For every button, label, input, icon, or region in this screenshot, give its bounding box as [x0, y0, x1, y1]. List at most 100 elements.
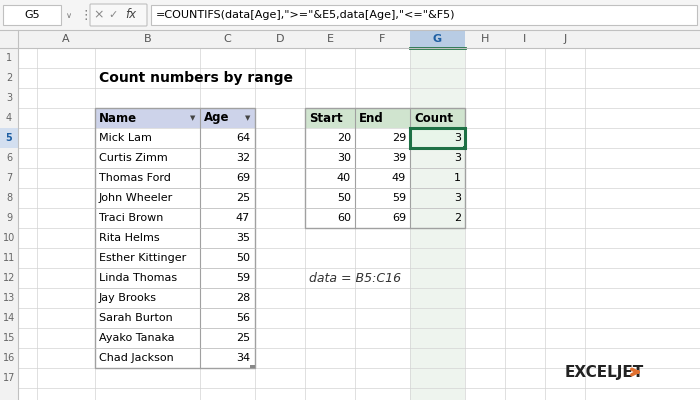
Text: ▼: ▼: [245, 115, 251, 121]
Text: 40: 40: [337, 173, 351, 183]
Text: 69: 69: [392, 213, 406, 223]
Text: Mick Lam: Mick Lam: [99, 133, 152, 143]
Bar: [410, 108, 465, 128]
Text: 30: 30: [337, 153, 351, 163]
Text: ×: ×: [94, 8, 104, 22]
Text: 59: 59: [392, 193, 406, 203]
Text: Start: Start: [309, 112, 342, 124]
Text: 3: 3: [454, 193, 461, 203]
Text: 1: 1: [454, 173, 461, 183]
Text: =COUNTIFS(data[Age],">="&E5,data[Age],"<="&F5): =COUNTIFS(data[Age],">="&E5,data[Age],"<…: [156, 10, 456, 20]
Bar: [305, 108, 465, 228]
Text: 50: 50: [236, 253, 250, 263]
Text: ✓: ✓: [108, 10, 118, 20]
Text: End: End: [359, 112, 384, 124]
Text: 4: 4: [6, 113, 12, 123]
Text: 60: 60: [337, 213, 351, 223]
Bar: [355, 108, 410, 128]
Text: 29: 29: [392, 133, 406, 143]
Text: 49: 49: [392, 173, 406, 183]
Bar: [410, 128, 465, 148]
Text: Count: Count: [414, 112, 453, 124]
Text: Rita Helms: Rita Helms: [99, 233, 160, 243]
Text: Linda Thomas: Linda Thomas: [99, 273, 177, 283]
Text: F: F: [379, 34, 386, 44]
Bar: [410, 30, 465, 48]
Text: 7: 7: [6, 173, 12, 183]
Bar: [95, 108, 255, 368]
Text: ▼: ▼: [190, 115, 196, 121]
Text: 59: 59: [236, 273, 250, 283]
Text: Esther Kittinger: Esther Kittinger: [99, 253, 186, 263]
Text: 14: 14: [3, 313, 15, 323]
Text: 2: 2: [454, 213, 461, 223]
Bar: [305, 108, 355, 128]
Text: 56: 56: [236, 313, 250, 323]
Text: Sarah Burton: Sarah Burton: [99, 313, 173, 323]
Text: 6: 6: [6, 153, 12, 163]
Text: I: I: [524, 34, 526, 44]
Text: 10: 10: [3, 233, 15, 243]
Bar: [0, 30, 18, 400]
Text: 69: 69: [236, 173, 250, 183]
Bar: [0, 128, 18, 148]
Text: B: B: [144, 34, 151, 44]
Bar: [410, 48, 465, 400]
Text: 3: 3: [454, 133, 461, 143]
Text: ⋮: ⋮: [79, 8, 92, 22]
Text: 9: 9: [6, 213, 12, 223]
Text: 25: 25: [236, 193, 250, 203]
Bar: [250, 365, 255, 368]
Text: EXCELJET: EXCELJET: [565, 364, 644, 380]
Text: 2: 2: [6, 73, 12, 83]
Text: G5: G5: [25, 10, 40, 20]
Text: 50: 50: [337, 193, 351, 203]
Text: 11: 11: [3, 253, 15, 263]
Text: ∨: ∨: [66, 10, 72, 20]
Text: Curtis Zimm: Curtis Zimm: [99, 153, 168, 163]
Text: 17: 17: [3, 373, 15, 383]
Text: 20: 20: [337, 133, 351, 143]
Bar: [151, 5, 697, 25]
Text: H: H: [481, 34, 489, 44]
Bar: [0, 30, 700, 48]
Text: D: D: [276, 34, 284, 44]
Text: G: G: [433, 34, 442, 44]
Text: E: E: [326, 34, 333, 44]
Text: 35: 35: [236, 233, 250, 243]
Text: Traci Brown: Traci Brown: [99, 213, 163, 223]
Text: fx: fx: [125, 8, 136, 22]
Bar: [0, 0, 700, 30]
Bar: [410, 128, 465, 148]
Text: 16: 16: [3, 353, 15, 363]
Text: 15: 15: [3, 333, 15, 343]
Text: data = B5:C16: data = B5:C16: [309, 272, 401, 284]
Text: 34: 34: [236, 353, 250, 363]
FancyBboxPatch shape: [90, 4, 147, 26]
Text: 28: 28: [236, 293, 250, 303]
Text: 64: 64: [236, 133, 250, 143]
Text: 3: 3: [454, 133, 461, 143]
Text: 39: 39: [392, 153, 406, 163]
Text: 8: 8: [6, 193, 12, 203]
Text: J: J: [564, 34, 566, 44]
Text: C: C: [223, 34, 232, 44]
Text: A: A: [62, 34, 70, 44]
Text: Count numbers by range: Count numbers by range: [99, 71, 293, 85]
Text: Chad Jackson: Chad Jackson: [99, 353, 174, 363]
Text: Age: Age: [204, 112, 230, 124]
Bar: [200, 108, 255, 128]
Bar: [3, 5, 61, 25]
Text: 3: 3: [454, 153, 461, 163]
Text: 3: 3: [6, 93, 12, 103]
Text: Thomas Ford: Thomas Ford: [99, 173, 171, 183]
Text: 25: 25: [236, 333, 250, 343]
Bar: [95, 108, 200, 128]
Text: 1: 1: [6, 53, 12, 63]
Text: John Wheeler: John Wheeler: [99, 193, 174, 203]
Text: Ayako Tanaka: Ayako Tanaka: [99, 333, 174, 343]
Text: 12: 12: [3, 273, 15, 283]
Text: Name: Name: [99, 112, 137, 124]
Text: 32: 32: [236, 153, 250, 163]
Text: Jay Brooks: Jay Brooks: [99, 293, 157, 303]
